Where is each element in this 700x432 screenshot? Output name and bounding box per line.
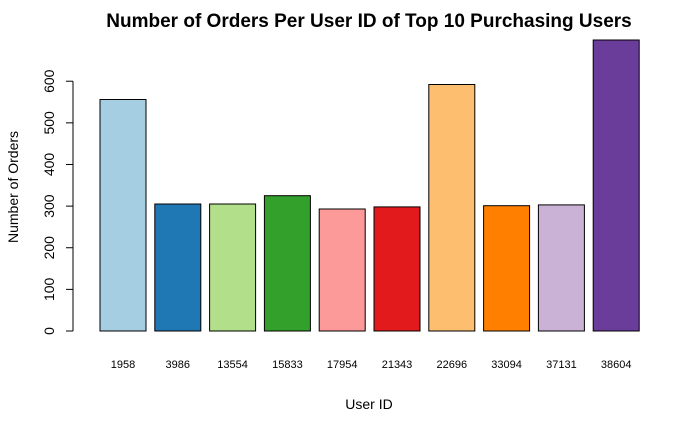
- y-tick-label: 500: [41, 111, 57, 135]
- y-tick-label: 0: [41, 327, 57, 335]
- bar-13554: [209, 203, 257, 332]
- x-category-label: 38604: [601, 359, 632, 371]
- bar-33094: [483, 205, 531, 332]
- x-category-label: 22696: [437, 359, 468, 371]
- y-tick-label: 600: [41, 69, 57, 93]
- x-category-label: 13554: [217, 359, 248, 371]
- x-category-label: 1958: [111, 359, 135, 371]
- bars-group: [99, 39, 640, 332]
- chart-title: Number of Orders Per User ID of Top 10 P…: [106, 11, 631, 32]
- x-category-label: 15833: [272, 359, 303, 371]
- bar-21343: [373, 206, 421, 332]
- y-tick-label: 100: [41, 277, 57, 301]
- bar-3986: [154, 203, 202, 332]
- x-category-label: 3986: [166, 359, 190, 371]
- y-tick-label: 300: [41, 194, 57, 218]
- x-category-label: 37131: [546, 359, 577, 371]
- x-axis-label: User ID: [345, 396, 392, 412]
- y-tick-label: 200: [41, 236, 57, 260]
- bar-1958: [99, 99, 147, 332]
- bar-22696: [428, 84, 476, 332]
- bar-17954: [318, 208, 366, 332]
- x-category-label: 17954: [327, 359, 358, 371]
- x-category-labels: 1958 3986 13554 15833 17954 21343 22696 33094 37…: [111, 359, 632, 371]
- bar-38604: [592, 39, 640, 332]
- y-tick-label: 400: [41, 153, 57, 177]
- y-axis: 0 100 200 300 400 500 600: [41, 69, 74, 335]
- x-category-label: 33094: [491, 359, 522, 371]
- bar-15833: [263, 195, 311, 332]
- x-category-label: 21343: [382, 359, 413, 371]
- bar-37131: [537, 204, 585, 332]
- y-axis-label: Number of Orders: [5, 131, 21, 243]
